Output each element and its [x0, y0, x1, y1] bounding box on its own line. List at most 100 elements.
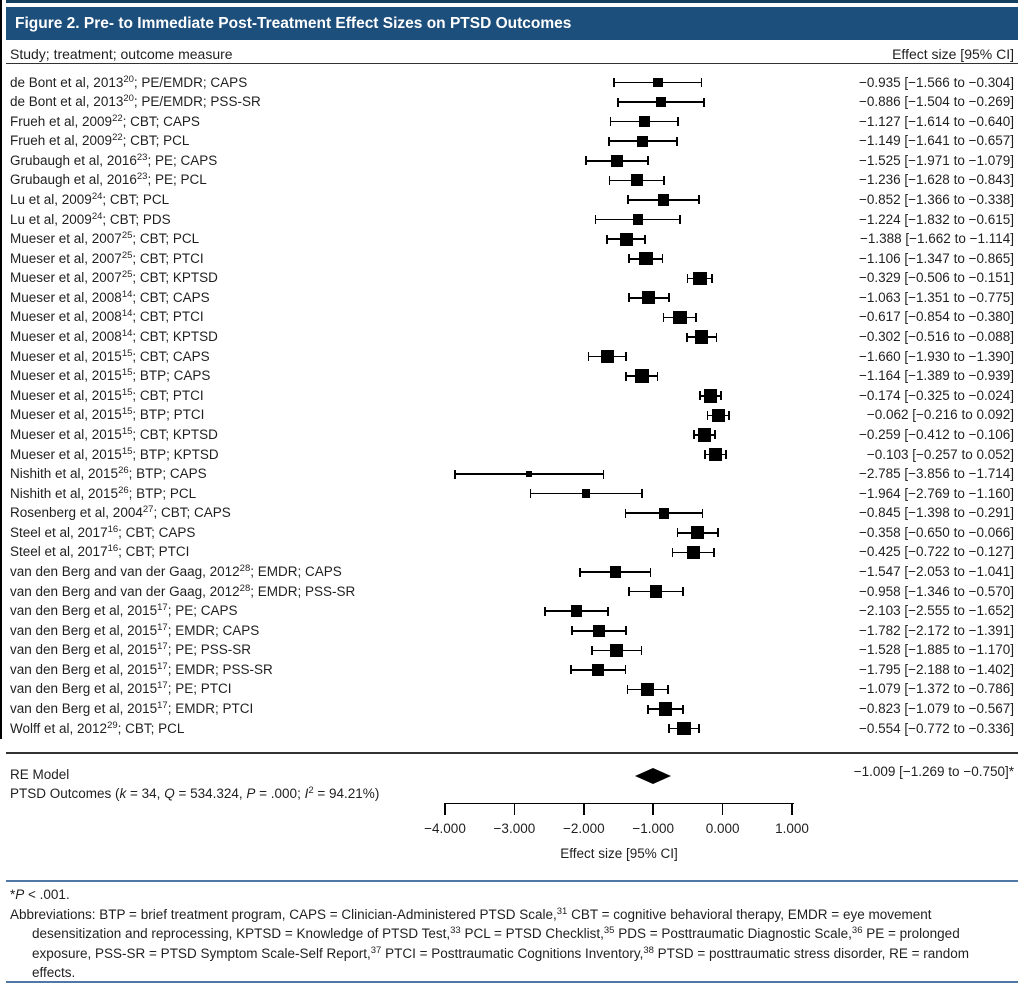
effect-marker: [642, 291, 656, 305]
study-label-text: Mueser et al, 2015: [10, 387, 122, 403]
ci-cap-right: [698, 195, 700, 205]
study-label-text: ; BTP; PTCI: [132, 407, 205, 423]
study-label-text: ; BTP; CAPS: [128, 466, 207, 482]
x-axis-tick-label: −2.000: [562, 821, 605, 836]
effect-marker: [619, 232, 633, 246]
ci-cap-left: [569, 665, 572, 675]
reference-superscript: 23: [136, 171, 148, 183]
ci-cap-left: [609, 117, 612, 127]
reference-superscript: 20: [123, 73, 134, 85]
reference-superscript: 26: [118, 465, 129, 477]
study-label-text: Lu et al, 2009: [10, 191, 92, 207]
abbreviations-footnote-superscript: 36: [851, 925, 863, 936]
study-label: van den Berg et al, 201517; EMDR; CAPS: [10, 621, 259, 641]
reference-superscript: 15: [121, 406, 133, 418]
study-label-text: Grubaugh et al, 2016: [10, 172, 137, 188]
x-axis-tick-label: 0.000: [705, 821, 740, 836]
study-label-text: ; CBT; CAPS: [132, 289, 210, 305]
study-label-text: Nishith et al, 2015: [10, 466, 119, 482]
effect-size-value: −1.236 [−1.628 to −0.843]: [858, 172, 1014, 188]
ci-cap-left: [662, 312, 665, 322]
reference-superscript: 29: [107, 719, 118, 731]
ci-cap-left: [706, 410, 709, 420]
study-label: Mueser et al, 201515; CBT; CAPS: [10, 347, 210, 367]
abbreviations-footnote-text: PTSD = posttraumatic stress disorder, RE…: [32, 945, 970, 981]
study-label-text: ; CBT; PCL: [102, 191, 170, 207]
ci-cap-right: [717, 528, 719, 538]
study-label-text: ; CBT; PTCI: [132, 309, 204, 325]
study-label-text: Lu et al, 2009: [10, 211, 92, 227]
study-label-text: van den Berg et al, 2015: [10, 701, 158, 717]
re-stats-text: = 34,: [126, 786, 165, 801]
ci-cap-left: [699, 391, 701, 401]
study-label: Mueser et al, 200725; CBT; KPTSD: [10, 268, 218, 288]
ci-cap-right: [649, 567, 652, 577]
significance-footnote-text: < .001.: [24, 887, 70, 902]
study-label-text: Mueser et al, 2015: [10, 348, 122, 364]
effect-marker: [658, 702, 673, 716]
study-label: Mueser et al, 201515; BTP; KPTSD: [10, 445, 219, 465]
footnote-top-rule: [6, 880, 1018, 882]
study-label: van den Berg and van der Gaag, 201228; E…: [10, 562, 342, 582]
effect-size-value: −0.935 [−1.566 to −0.304]: [858, 74, 1014, 90]
re-stats-text: = 534.324,: [174, 786, 247, 801]
study-label-text: Wolff et al, 2012: [10, 720, 108, 736]
ci-cap-right: [667, 684, 669, 694]
x-axis-tick-label: −3.000: [493, 821, 536, 836]
reference-superscript: 28: [239, 582, 251, 594]
x-axis-tick-label: −1.000: [632, 821, 675, 836]
ci-cap-left: [454, 469, 456, 479]
reference-superscript: 27: [142, 504, 154, 516]
ci-cap-left: [607, 136, 610, 146]
effect-size-value: −0.823 [−1.079 to −0.567]: [858, 701, 1014, 717]
effect-size-value: −0.174 [−0.325 to −0.024]: [858, 387, 1014, 403]
effect-marker: [600, 349, 615, 364]
study-label-text: ; CBT; PTCI: [118, 544, 190, 560]
ci-cap-right: [714, 430, 717, 440]
effect-marker: [635, 369, 649, 383]
study-label: Mueser et al, 201515; BTP; CAPS: [10, 366, 210, 386]
study-label-text: ; PE/EMDR; CAPS: [133, 74, 248, 90]
effect-marker: [570, 605, 583, 617]
re-stats-italic: P: [246, 786, 256, 801]
summary-divider-rule: [6, 752, 1018, 754]
ci-cap-right: [703, 97, 705, 107]
ci-cap-left: [594, 215, 597, 225]
study-label-text: Mueser et al, 2007: [10, 250, 122, 266]
effect-marker: [630, 174, 643, 187]
reference-superscript: 23: [136, 151, 148, 163]
effect-marker: [649, 585, 663, 598]
study-label-text: Mueser et al, 2008: [10, 289, 122, 305]
reference-superscript: 15: [121, 445, 133, 457]
reference-superscript: 15: [121, 386, 133, 398]
x-axis-title: Effect size [95% CI]: [560, 846, 678, 861]
reference-superscript: 14: [121, 288, 133, 300]
ci-cap-left: [686, 273, 689, 283]
reference-superscript: 17: [157, 602, 168, 614]
ci-cap-right: [663, 175, 665, 185]
effect-marker: [703, 389, 718, 403]
effect-size-value: −1.782 [−2.172 to −1.391]: [858, 622, 1014, 638]
effect-marker: [639, 251, 653, 266]
study-label-text: ; CBT; PCL: [122, 133, 190, 149]
ci-cap-right: [695, 312, 698, 322]
effect-size-value: −1.388 [−1.662 to −1.114]: [859, 231, 1014, 247]
ci-cap-left: [544, 606, 547, 616]
ci-cap-right: [682, 587, 684, 597]
study-label: Lu et al, 200924; CBT; PDS: [10, 210, 171, 230]
study-label: Lu et al, 200924; CBT; PCL: [10, 190, 169, 210]
re-stats-superscript: 2: [308, 785, 314, 796]
study-label-text: ; CBT; CAPS: [122, 113, 200, 129]
column-header-study: Study; treatment; outcome measure: [10, 46, 233, 62]
study-label-text: ; PE; PTCI: [167, 681, 232, 697]
effect-size-value: −0.852 [−1.366 to −0.338]: [858, 191, 1014, 207]
abbreviations-footnote-superscript: 31: [556, 905, 568, 917]
ci-cap-right: [725, 450, 727, 460]
effect-size-value: −0.958 [−1.346 to −0.570]: [858, 583, 1014, 599]
study-label-text: van den Berg et al, 2015: [10, 661, 158, 677]
study-label-text: Mueser et al, 2015: [10, 446, 122, 462]
x-axis-tick: [513, 802, 516, 815]
ci-cap-right: [602, 469, 605, 479]
effect-size-value: −1.164 [−1.389 to −0.939]: [858, 368, 1014, 384]
